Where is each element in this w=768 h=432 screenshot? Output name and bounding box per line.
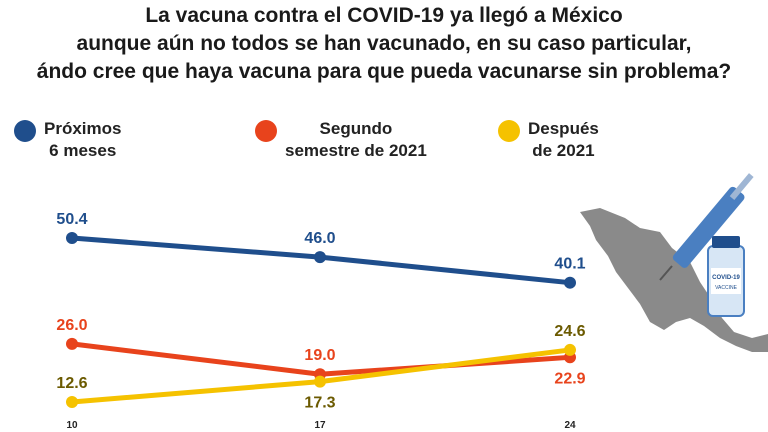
legend-label-line: Próximos <box>44 119 122 138</box>
legend-label-line: Después <box>528 119 599 138</box>
mexico-map <box>580 208 768 352</box>
legend-item-despues: Después de 2021 <box>498 118 599 162</box>
x-tick-label: 17 <box>314 420 326 431</box>
data-point <box>564 343 576 356</box>
vaccine-syringe-icon: COVID-19 VACCINE <box>659 173 754 317</box>
data-point <box>314 251 326 264</box>
chart-title-line-3: ándo cree que haya vacuna para que pueda… <box>36 60 732 83</box>
data-label: 26.0 <box>56 317 87 334</box>
legend-item-segundo: Segundo semestre de 2021 <box>255 118 427 162</box>
data-label: 17.3 <box>304 395 335 412</box>
data-label: 12.6 <box>56 375 87 392</box>
data-label: 40.1 <box>554 256 585 273</box>
legend-label-line: 6 meses <box>49 141 117 160</box>
vial-sub-label: VACCINE <box>715 285 738 291</box>
data-point <box>66 396 78 408</box>
data-label: 22.9 <box>554 370 585 387</box>
legend-label-line: semestre de 2021 <box>285 141 427 160</box>
legend-label: Segundo semestre de 2021 <box>285 118 427 162</box>
data-label: 46.0 <box>304 230 335 247</box>
data-label: 24.6 <box>554 323 585 340</box>
data-point <box>314 375 326 388</box>
legend-label: Después de 2021 <box>528 118 599 162</box>
data-point <box>66 337 78 350</box>
x-tick-label: 10 <box>66 420 78 431</box>
data-point <box>564 276 576 289</box>
legend-label-line: Segundo <box>319 119 393 138</box>
legend-dot-blue <box>14 120 36 142</box>
legend-item-proximos: Próximos 6 meses <box>14 118 121 162</box>
legend-label-line: de 2021 <box>532 141 595 160</box>
legend-label: Próximos 6 meses <box>44 118 121 162</box>
data-point <box>66 232 78 244</box>
chart-title-line-2: aunque aún no todos se han vacunado, en … <box>76 32 692 55</box>
chart-title-line-1: La vacuna contra el COVID-19 ya llegó a … <box>145 4 623 27</box>
data-label: 19.0 <box>304 347 335 364</box>
legend-dot-yellow <box>498 120 520 142</box>
chart-title: La vacuna contra el COVID-19 ya llegó a … <box>0 2 768 86</box>
data-label: 50.4 <box>56 211 87 228</box>
x-tick-label: 24 <box>564 420 576 431</box>
vial-label: COVID-19 <box>712 275 740 281</box>
legend-dot-red <box>255 120 277 142</box>
